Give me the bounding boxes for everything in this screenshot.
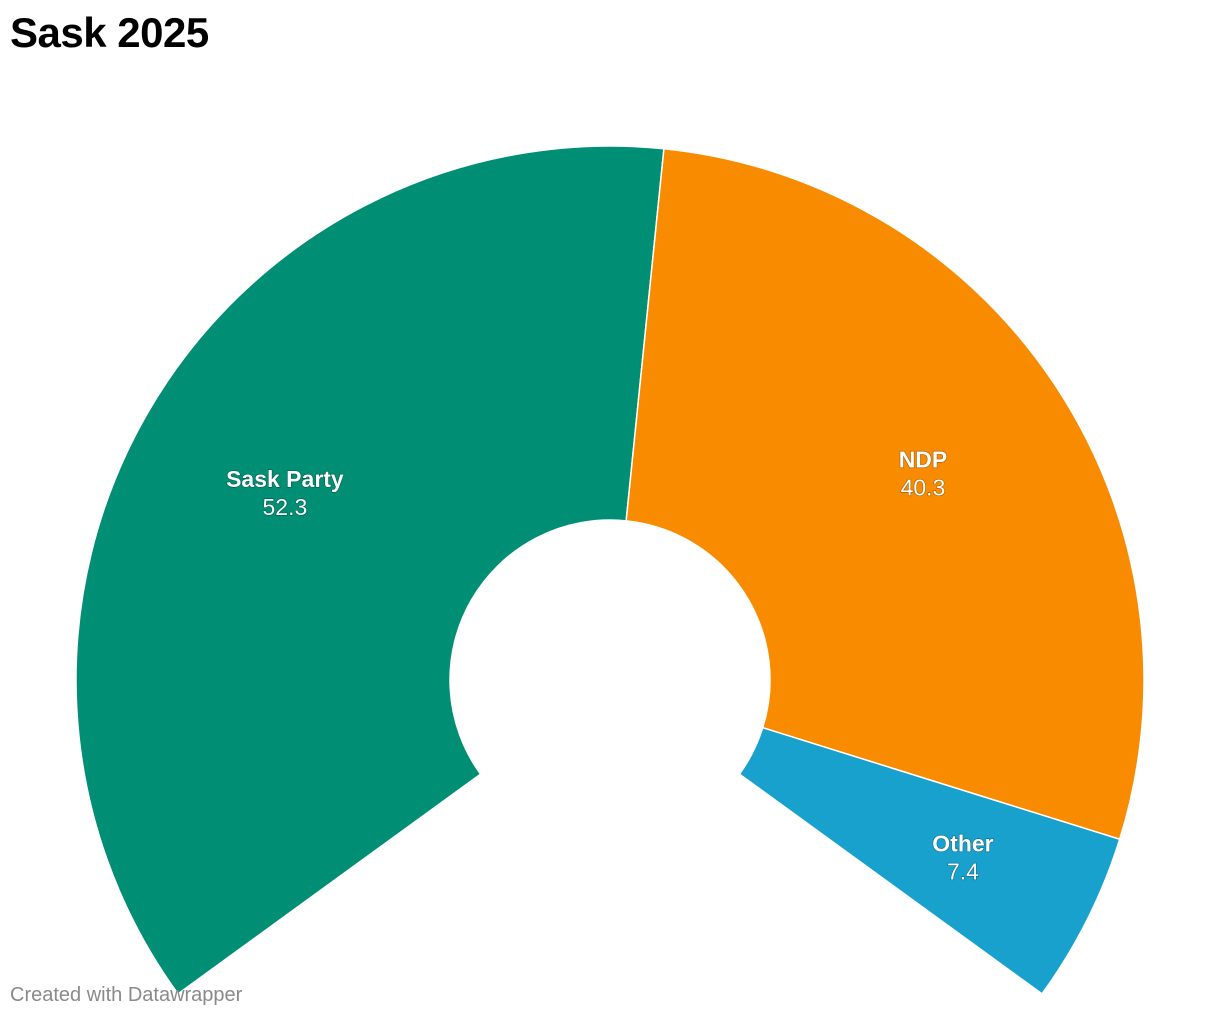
slice-value-other: 7.4: [947, 858, 979, 884]
slice-sask-party: [75, 145, 665, 995]
slice-ndp: [625, 147, 1145, 841]
credit-text: Created with Datawrapper: [10, 984, 243, 1006]
slice-value-ndp: 40.3: [901, 474, 946, 500]
slice-label-sask-party: Sask Party: [226, 466, 344, 492]
slice-label-ndp: NDP: [899, 446, 948, 472]
slice-label-other: Other: [932, 830, 993, 856]
chart-title: Sask 2025: [10, 9, 209, 56]
slice-value-sask-party: 52.3: [263, 494, 308, 520]
slice-other: [738, 726, 1121, 995]
chart-slices: [75, 145, 1145, 995]
